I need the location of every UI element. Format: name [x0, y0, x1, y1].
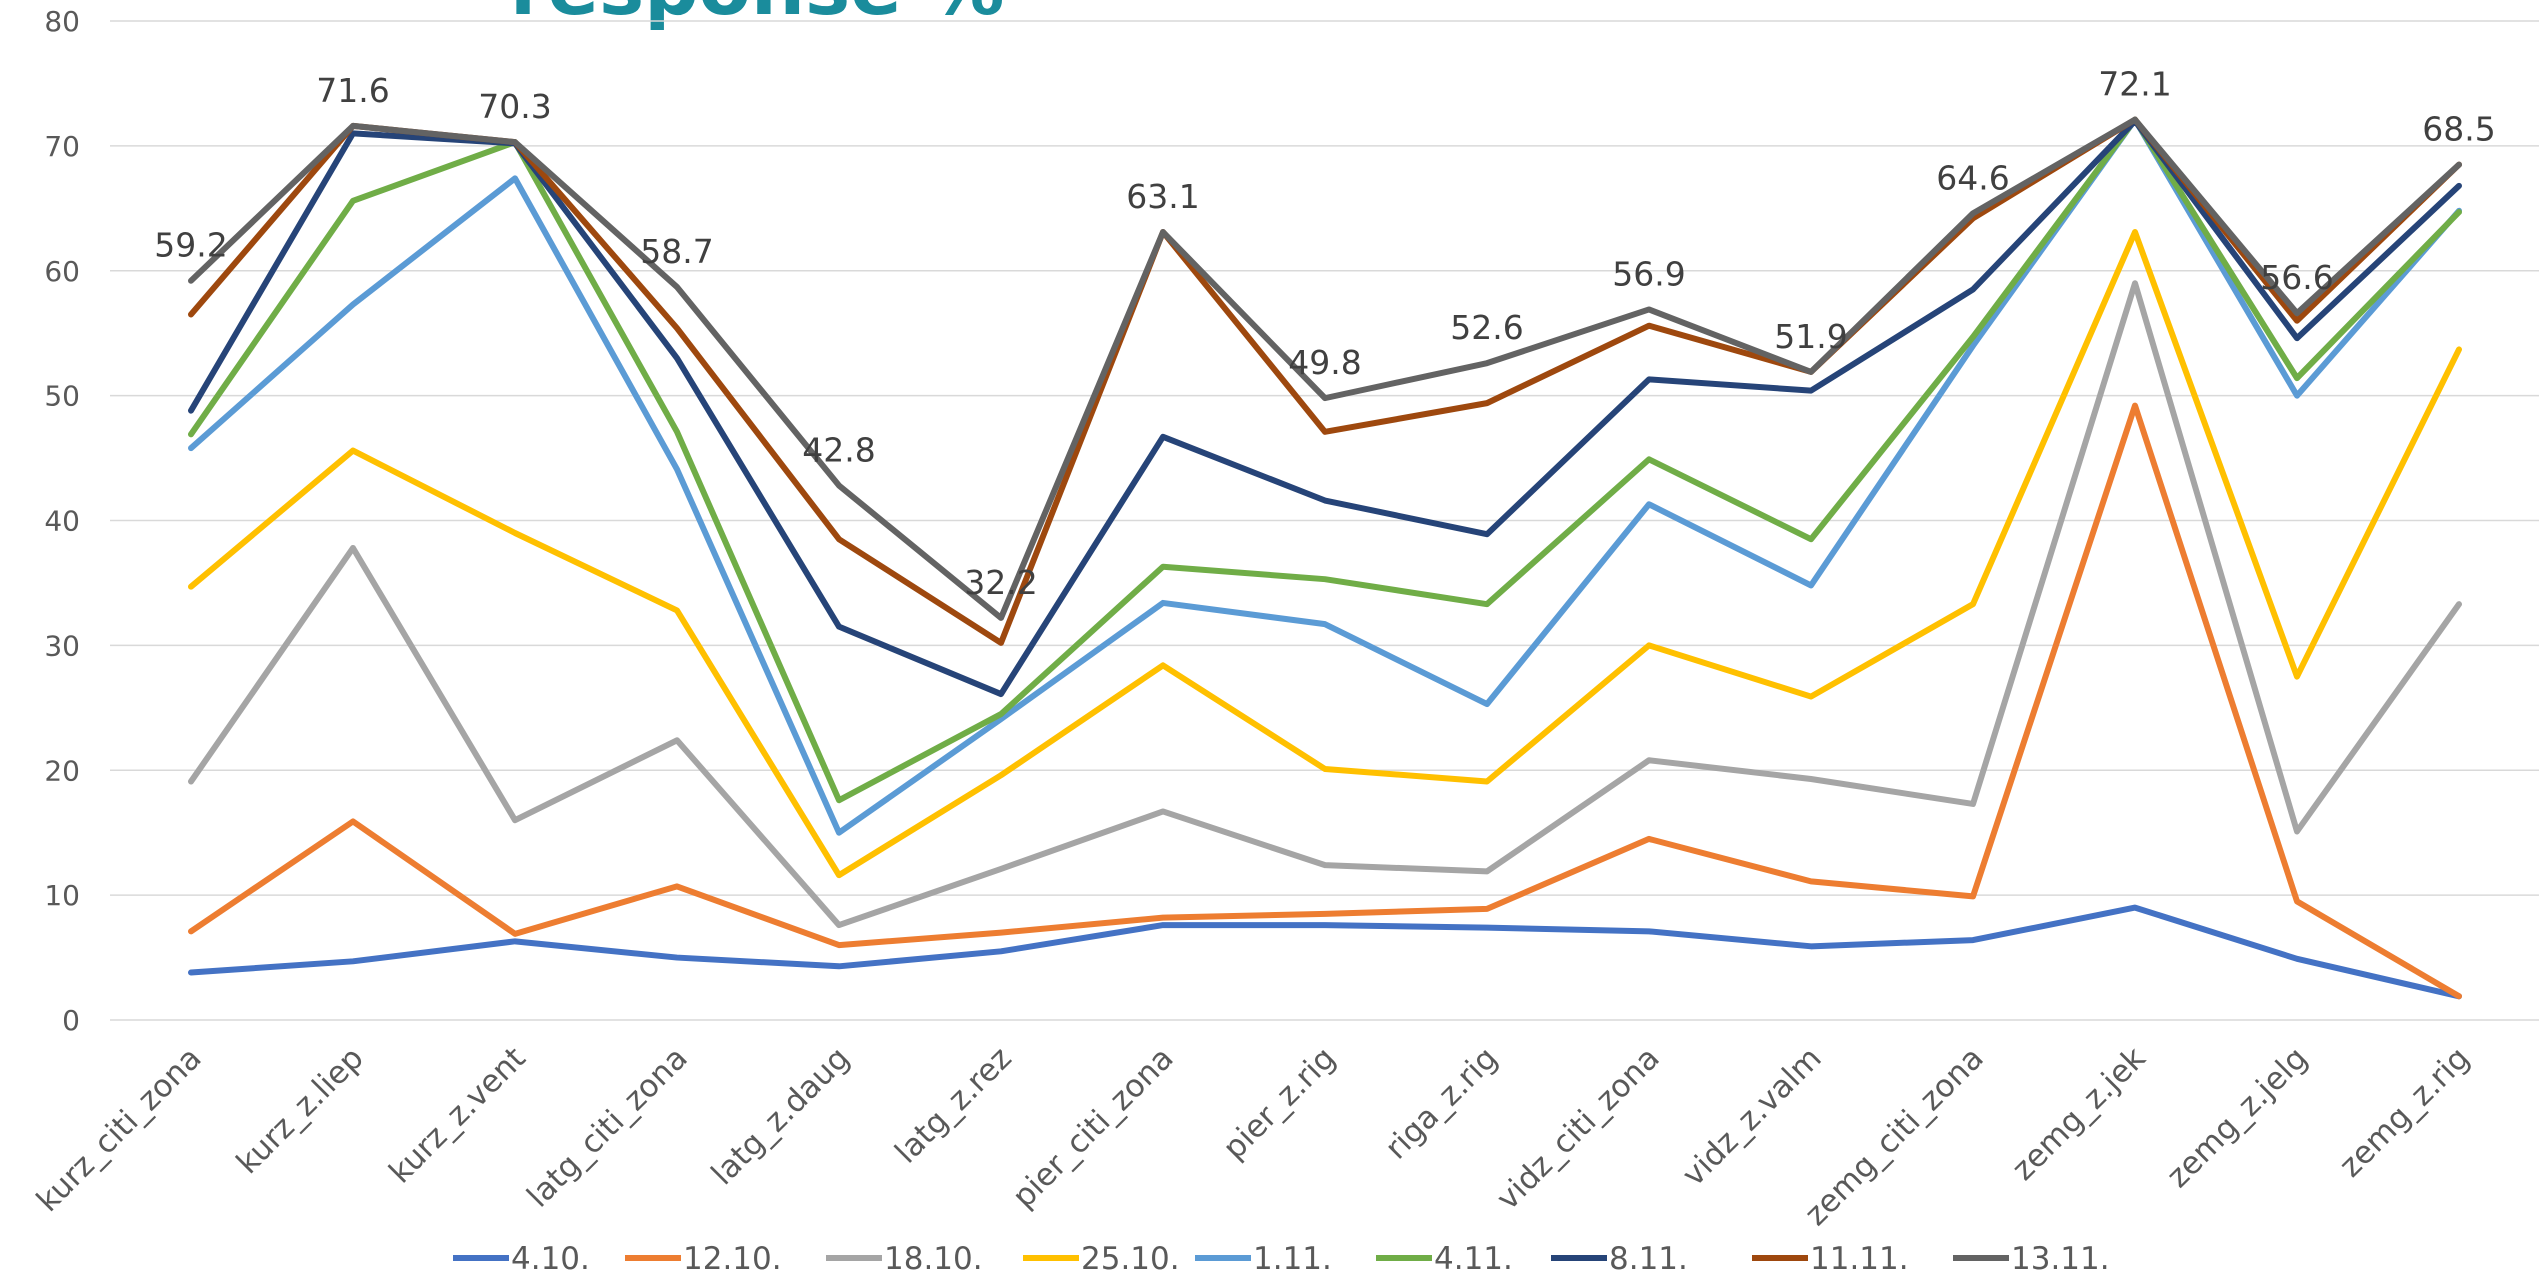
series-line [188, 280, 2462, 929]
y-tick-label: 70 [44, 130, 80, 163]
data-label: 70.3 [478, 87, 551, 126]
x-tick-label: zemg_citi_zona [1798, 1040, 1991, 1233]
x-tick-label: kurz_z.liep [230, 1040, 371, 1181]
data-label: 49.8 [1288, 343, 1361, 382]
x-tick-label: vidz_z.valm [1675, 1040, 1828, 1193]
x-tick-label: riga_z.rig [1378, 1040, 1504, 1166]
data-label: 52.6 [1450, 308, 1523, 347]
y-tick-label: 60 [44, 255, 80, 288]
x-tick-label: vidz_citi_zona [1490, 1040, 1667, 1217]
legend-label: 25.10. [1081, 1241, 1180, 1277]
legend-label: 18.10. [884, 1241, 983, 1277]
x-tick-label: zemg_z.jelg [2160, 1040, 2315, 1195]
chart-title: response % [510, 0, 1004, 32]
data-label: 56.6 [2260, 258, 2333, 297]
series-line [188, 116, 2462, 804]
x-tick-label: latg_z.rez [888, 1040, 1018, 1170]
legend-label: 1.11. [1253, 1241, 1332, 1277]
legend-label: 12.10. [683, 1241, 782, 1277]
legend-label: 8.11. [1609, 1241, 1688, 1277]
series-line [188, 117, 2462, 698]
data-label: 71.6 [316, 71, 389, 110]
y-tick-label: 80 [44, 5, 80, 38]
data-label: 32.2 [964, 563, 1037, 602]
legend-label: 4.10. [511, 1241, 590, 1277]
data-label: 56.9 [1612, 254, 1685, 293]
series-line [188, 116, 2462, 836]
x-tick-label: latg_z.daug [705, 1040, 857, 1192]
x-tick-label: kurz_citi_zona [30, 1040, 209, 1219]
y-tick-label: 0 [62, 1004, 80, 1037]
series-line [188, 116, 2462, 621]
series-line [188, 402, 2462, 1000]
data-label: 51.9 [1774, 317, 1847, 356]
data-label: 42.8 [802, 431, 875, 470]
x-tick-label: pier_z.rig [1216, 1040, 1342, 1166]
x-tick-label: latg_citi_zona [520, 1040, 694, 1214]
y-tick-label: 50 [44, 380, 80, 413]
legend-label: 13.11. [2011, 1241, 2110, 1277]
x-tick-label: pier_citi_zona [1006, 1040, 1181, 1215]
y-tick-label: 40 [44, 505, 80, 538]
data-label: 58.7 [640, 232, 713, 271]
series-line [188, 229, 2462, 879]
series-line [188, 904, 2462, 1000]
x-tick-label: zemg_z.rig [2332, 1040, 2476, 1184]
y-tick-label: 10 [44, 879, 80, 912]
x-tick-label: kurz_z.vent [382, 1040, 532, 1190]
data-label: 68.5 [2422, 110, 2495, 149]
y-tick-label: 20 [44, 754, 80, 787]
legend-label: 11.11. [1810, 1241, 1909, 1277]
data-label: 72.1 [2098, 65, 2171, 104]
data-label: 63.1 [1126, 177, 1199, 216]
x-tick-label: zemg_z.jek [2005, 1040, 2152, 1187]
y-tick-label: 30 [44, 629, 80, 662]
data-label: 59.2 [154, 226, 227, 265]
data-label: 64.6 [1936, 158, 2009, 197]
legend-label: 4.11. [1434, 1241, 1513, 1277]
